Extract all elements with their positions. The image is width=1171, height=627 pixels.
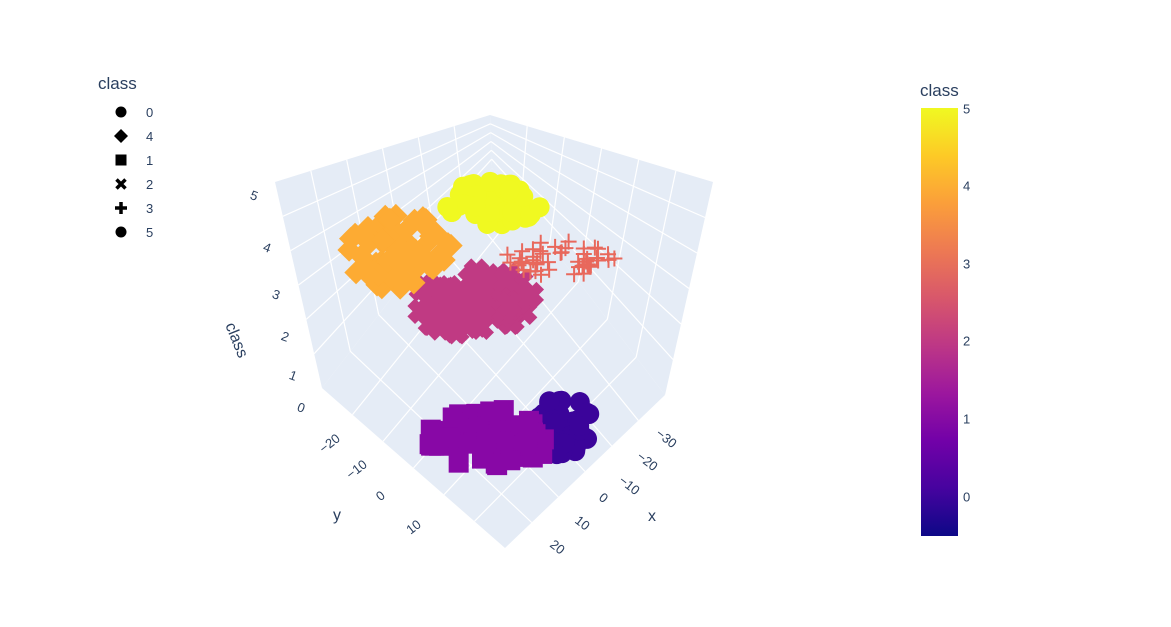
y-tick-2: 0 [373, 488, 388, 504]
data-clusters [337, 171, 623, 476]
series-2-markers [407, 258, 545, 345]
x-tick-1: −20 [634, 449, 661, 474]
x-tick-2: −10 [616, 473, 643, 498]
series-5-markers [437, 171, 550, 235]
y-tick-0: −20 [316, 431, 343, 456]
series-4-markers [337, 203, 463, 300]
x-marker-icon [115, 178, 127, 190]
legend-item-2[interactable]: 2 [110, 172, 153, 196]
legend-label: 5 [146, 224, 154, 240]
legend-title: class [98, 74, 137, 93]
legend-label: 1 [146, 152, 154, 168]
colorbar-title: class [920, 81, 959, 100]
colorbar-tick-5: 5 [963, 101, 971, 117]
legend-label: 0 [146, 104, 154, 120]
z-tick-5: 5 [248, 187, 260, 204]
z-axis-label: class [221, 320, 250, 360]
legend-item-4[interactable]: 4 [110, 124, 153, 148]
legend-label: 3 [146, 200, 154, 216]
legend-item-0[interactable]: 0 [110, 100, 153, 124]
z-tick-0: 0 [295, 399, 307, 416]
circle-marker-icon [115, 106, 127, 118]
colorbar-tick-1: 1 [963, 411, 971, 427]
z-tick-3: 3 [270, 286, 282, 303]
square-marker-icon [115, 154, 127, 166]
colorbar-tick-3: 3 [963, 256, 971, 272]
y-tick-1: −10 [343, 457, 370, 482]
series-1-markers [419, 400, 554, 476]
colorbar [921, 108, 958, 536]
series-3-markers [499, 233, 623, 283]
colorbar-tick-2: 2 [963, 333, 971, 349]
z-tick-1: 1 [287, 367, 299, 384]
legend-label: 2 [146, 176, 154, 192]
x-tick-5: 20 [547, 537, 568, 558]
y-axis-label: y [333, 507, 341, 524]
z-tick-4: 4 [261, 239, 273, 256]
legend-item-1[interactable]: 1 [110, 148, 153, 172]
y-tick-3: 10 [403, 517, 424, 538]
cross-marker-icon [115, 202, 127, 214]
x-tick-4: 10 [572, 513, 593, 534]
legend-label: 4 [146, 128, 154, 144]
legend-item-3[interactable]: 3 [110, 196, 153, 220]
diamond-marker-icon [114, 129, 128, 143]
colorbar-tick-4: 4 [963, 178, 971, 194]
x-tick-0: −30 [653, 426, 680, 451]
x-axis-label: x [648, 508, 656, 525]
legend[interactable]: 0 4 1 2 3 5 [110, 100, 153, 244]
x-tick-3: 0 [596, 490, 611, 506]
circle-marker-icon [115, 226, 127, 238]
colorbar-tick-0: 0 [963, 489, 971, 505]
z-tick-2: 2 [279, 328, 291, 345]
legend-item-5[interactable]: 5 [110, 220, 153, 244]
